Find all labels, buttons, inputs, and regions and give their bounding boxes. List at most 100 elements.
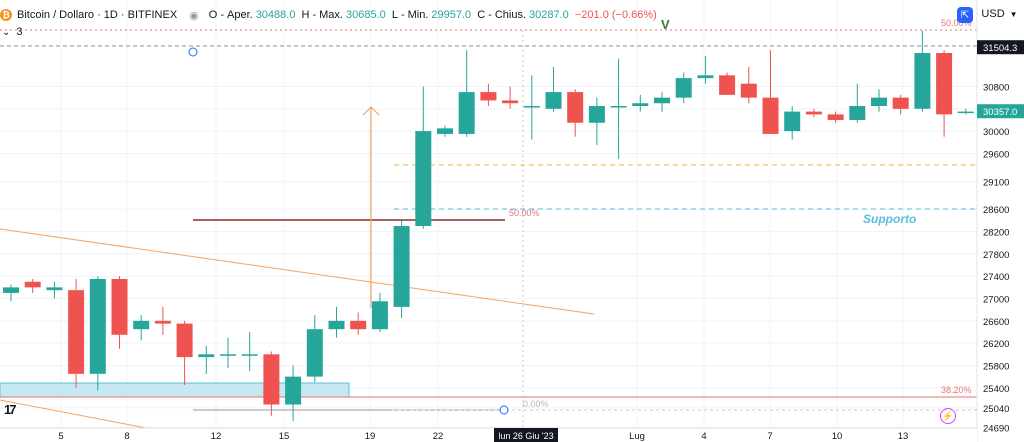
candle[interactable] xyxy=(306,315,323,383)
candle[interactable] xyxy=(480,83,497,107)
symbol-title[interactable]: Bitcoin / Dollaro · 1D · BITFINEX xyxy=(17,9,178,21)
candle-body xyxy=(936,53,953,115)
price-tag-label: 30357.0 xyxy=(983,107,1017,118)
candle[interactable] xyxy=(393,220,410,319)
candle[interactable] xyxy=(892,94,909,115)
candle[interactable] xyxy=(371,292,388,332)
candle[interactable] xyxy=(198,345,215,374)
candle[interactable] xyxy=(3,284,19,302)
candle-body xyxy=(328,320,345,330)
y-tick-label: 27800 xyxy=(983,250,1009,261)
x-tick-label: Lug xyxy=(629,431,645,442)
time-axis-bg xyxy=(0,428,977,442)
price-tag-label: 31504.3 xyxy=(983,43,1017,54)
flash-icon[interactable]: ⚡ xyxy=(940,408,956,424)
chart-drawings: 50.00% 38.20% 0.00% 50.00% Supporto V xyxy=(0,17,977,429)
candle-body xyxy=(675,78,692,98)
x-tick-label: 5 xyxy=(58,431,63,442)
candle-body xyxy=(697,75,714,79)
candle[interactable] xyxy=(220,337,236,369)
candle[interactable] xyxy=(805,108,822,118)
candle[interactable] xyxy=(154,306,171,335)
candle[interactable] xyxy=(871,89,887,112)
candle[interactable] xyxy=(350,312,367,335)
time-axis[interactable]: 5 8 12 15 19 22 Lug 4 7 10 13 lun 26 Giu '23 xyxy=(0,427,977,442)
candle[interactable] xyxy=(827,111,844,123)
candle[interactable] xyxy=(437,125,453,137)
candle-body xyxy=(133,320,150,330)
candle[interactable] xyxy=(89,276,106,391)
candle-body xyxy=(415,131,432,226)
indicator-count: 3 xyxy=(16,26,23,38)
candle[interactable] xyxy=(588,97,605,146)
currency-select[interactable]: USD ▼ xyxy=(977,5,1022,23)
candle[interactable] xyxy=(849,83,866,123)
candle[interactable] xyxy=(328,306,345,338)
candle-body xyxy=(892,97,909,109)
price-axis-bg xyxy=(977,0,1024,442)
y-tick-label: 25400 xyxy=(983,384,1009,395)
candle[interactable] xyxy=(610,58,627,160)
open-value: 30488.0 xyxy=(255,9,296,21)
candle-body xyxy=(632,103,649,107)
candle-body xyxy=(198,354,215,358)
candle[interactable] xyxy=(523,75,540,140)
candle-body xyxy=(827,114,844,120)
x-tick-label: 4 xyxy=(701,431,706,442)
anchor-handle-bottom[interactable] xyxy=(499,405,509,415)
candle-body xyxy=(523,106,540,108)
candle-body xyxy=(480,92,497,101)
candle[interactable] xyxy=(719,72,736,95)
candle[interactable] xyxy=(415,86,432,229)
projection-arrow-head xyxy=(362,106,380,116)
candle[interactable] xyxy=(285,365,302,422)
candle[interactable] xyxy=(68,278,85,388)
candle[interactable] xyxy=(936,50,953,137)
candle[interactable] xyxy=(567,89,584,137)
candle[interactable] xyxy=(458,50,475,137)
candle[interactable] xyxy=(263,351,280,416)
candle-body xyxy=(610,106,627,108)
candle-body xyxy=(654,97,670,104)
candle[interactable] xyxy=(740,66,757,104)
candle-body xyxy=(784,111,801,132)
eye-icon[interactable]: ◉ xyxy=(189,9,199,22)
y-tick-label: 29600 xyxy=(983,149,1009,160)
anchor-handle-top[interactable] xyxy=(188,47,198,57)
change-value: −201.0 (−0.66%) xyxy=(574,9,657,21)
candle-body xyxy=(24,281,41,288)
candle[interactable] xyxy=(111,276,128,349)
tradingview-logo[interactable]: 17 xyxy=(4,402,17,417)
high-value: 30685.0 xyxy=(345,9,386,21)
price-axis[interactable]: 24690 25040 25400 25800 26200 26600 27000 27400… xyxy=(976,0,1024,442)
fib-382-label: 38.20% xyxy=(941,385,972,395)
candles-group xyxy=(3,30,974,422)
candle[interactable] xyxy=(654,92,670,112)
candle[interactable] xyxy=(762,50,779,134)
indicators-toggle[interactable]: ⌄ 3 xyxy=(0,26,23,38)
candle-body xyxy=(371,301,388,330)
candle[interactable] xyxy=(697,55,714,84)
candle[interactable] xyxy=(914,30,931,112)
candle[interactable] xyxy=(502,86,519,109)
candle-body xyxy=(957,111,974,114)
candle[interactable] xyxy=(241,331,258,372)
expand-button[interactable]: ⇱ xyxy=(957,7,973,23)
candle[interactable] xyxy=(957,108,974,115)
candle[interactable] xyxy=(545,66,562,112)
crosshair-date-bg xyxy=(494,428,558,442)
candle[interactable] xyxy=(46,281,63,299)
x-tick-label: 19 xyxy=(365,431,376,442)
y-tick-label: 30800 xyxy=(983,82,1009,93)
candle[interactable] xyxy=(784,106,801,140)
candle[interactable] xyxy=(24,278,41,293)
candle[interactable] xyxy=(133,315,150,341)
candle[interactable] xyxy=(632,94,649,112)
chevron-down-icon[interactable]: ⌄ xyxy=(2,26,11,38)
candle[interactable] xyxy=(176,320,193,385)
candle-body xyxy=(437,128,453,134)
candle[interactable] xyxy=(675,72,692,104)
fib-0-label: 0.00% xyxy=(523,399,549,409)
price-tag-bg xyxy=(977,40,1024,55)
